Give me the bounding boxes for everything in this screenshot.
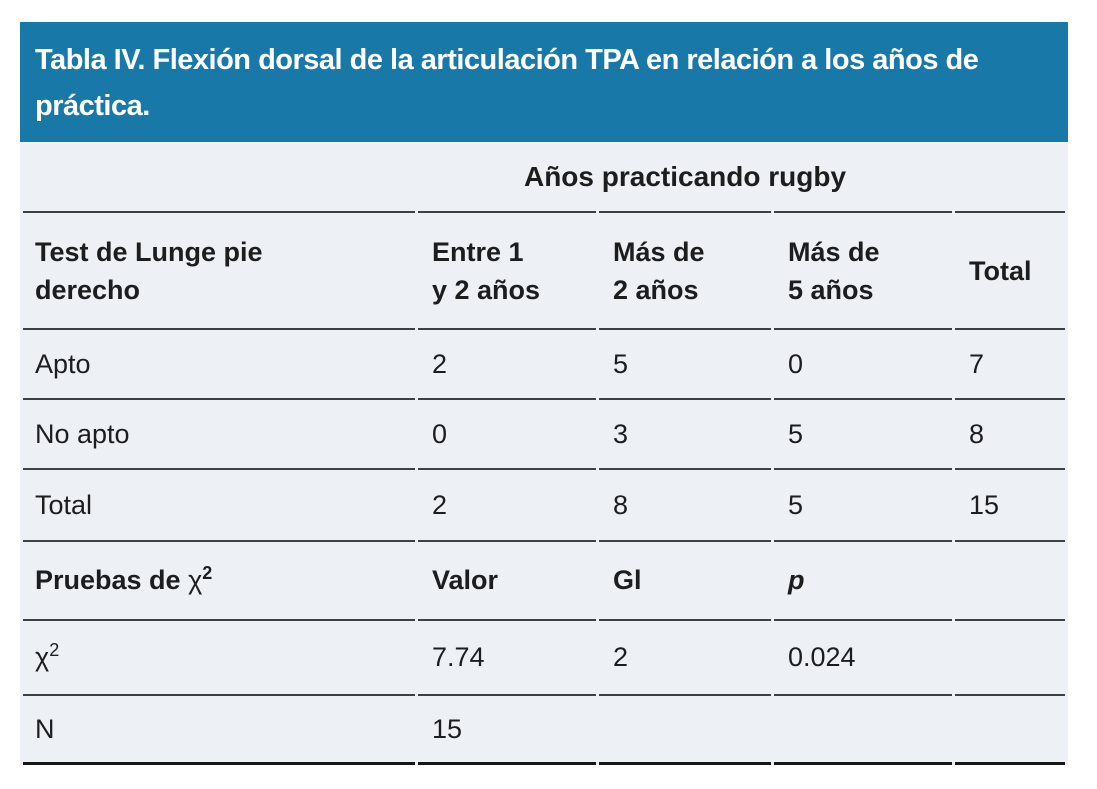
chi-square-tests-label: Pruebas de χ2 (23, 540, 415, 619)
cell-value: 0 (418, 398, 596, 468)
table-row-chi2: χ2 7.74 2 0.024 (23, 619, 1065, 694)
table-row-no-apto: No apto 0 3 5 8 (23, 398, 1065, 468)
cell-value: 5 (774, 398, 953, 468)
cell-value: 5 (599, 328, 771, 398)
results-table: Años practicando rugby Test de Lunge pie… (20, 142, 1068, 765)
group-header-row: Años practicando rugby (23, 142, 1065, 211)
chi-exponent: 2 (49, 640, 60, 660)
cell-value: 0.024 (774, 619, 953, 694)
header-line: Total (969, 255, 1032, 286)
column-header-gl: Gl (599, 540, 771, 619)
empty-cell (955, 619, 1065, 694)
column-header-entre-1-2: Entre 1 y 2 años (418, 211, 596, 328)
header-line: Entre 1 (432, 236, 524, 267)
cell-value: 0 (774, 328, 953, 398)
table-row-total: Total 2 8 5 15 (23, 468, 1065, 540)
column-header-mas-5: Más de 5 años (774, 211, 953, 328)
chi-glyph: χ (188, 565, 203, 595)
header-line: derecho (35, 274, 141, 305)
header-line: Más de (788, 236, 880, 267)
row-label: Total (23, 468, 415, 540)
chi-exponent: 2 (202, 563, 213, 583)
empty-cell (23, 142, 415, 211)
cell-value: 8 (955, 398, 1065, 468)
empty-cell (774, 694, 953, 765)
column-header-valor: Valor (418, 540, 596, 619)
header-line: 2 años (613, 274, 699, 305)
group-header: Años practicando rugby (523, 160, 847, 192)
row-label: Apto (23, 328, 415, 398)
column-header-total: Total (955, 211, 1065, 328)
cell-value: 15 (955, 468, 1065, 540)
cell-value: 3 (599, 398, 771, 468)
header-line: 5 años (788, 274, 874, 305)
header-line: Test de Lunge pie (35, 236, 263, 267)
table-row-apto: Apto 2 5 0 7 (23, 328, 1065, 398)
cell-value: 2 (418, 468, 596, 540)
empty-cell (599, 694, 771, 765)
empty-cell (955, 694, 1065, 765)
row-label-n: N (23, 694, 415, 765)
cell-value: 7 (955, 328, 1065, 398)
chi-glyph: χ (35, 642, 50, 672)
row-label-chi2: χ2 (23, 619, 415, 694)
table-row-n: N 15 (23, 694, 1065, 765)
table-title: Tabla IV. Flexión dorsal de la articulac… (20, 22, 1068, 142)
cell-value: 7.74 (418, 619, 596, 694)
column-header-p: p (774, 540, 953, 619)
column-header-mas-2: Más de 2 años (599, 211, 771, 328)
chi-square-header-row: Pruebas de χ2 Valor Gl p (23, 540, 1065, 619)
row-label: No apto (23, 398, 415, 468)
cell-value: 15 (418, 694, 596, 765)
cell-value: 2 (418, 328, 596, 398)
cell-value: 5 (774, 468, 953, 540)
column-header-row: Test de Lunge pie derecho Entre 1 y 2 añ… (23, 211, 1065, 328)
cell-value: 2 (599, 619, 771, 694)
empty-cell (955, 142, 1065, 211)
column-header-row-label: Test de Lunge pie derecho (23, 211, 415, 328)
label-text: Pruebas de (35, 565, 189, 595)
cell-value: 8 (599, 468, 771, 540)
header-line: Más de (613, 236, 705, 267)
header-line: y 2 años (432, 274, 541, 305)
empty-cell (955, 540, 1065, 619)
table-card: Tabla IV. Flexión dorsal de la articulac… (20, 22, 1068, 765)
